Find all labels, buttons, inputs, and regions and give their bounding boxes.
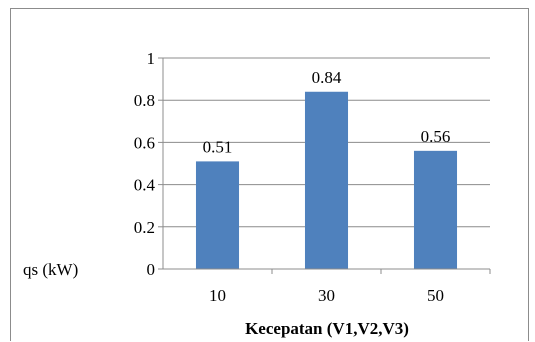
x-tick-label: 30 [318, 286, 335, 305]
y-tick-label: 1 [147, 49, 156, 68]
bar-50 [413, 150, 458, 269]
x-tick-label: 50 [427, 286, 444, 305]
data-label: 0.51 [203, 137, 233, 156]
y-tick-label: 0 [147, 260, 156, 279]
data-label: 0.84 [312, 68, 342, 87]
y-axis-title: qs (kW) [23, 260, 78, 279]
x-axis-title: Kecepatan (V1,V2,V3) [245, 319, 409, 338]
y-tick-label: 0.8 [134, 91, 155, 110]
axis-layer [158, 57, 491, 274]
x-tick-label: 10 [209, 286, 226, 305]
y-tick-label: 0.6 [134, 133, 155, 152]
label-layer: 0 0.2 0.4 0.6 0.8 1 10 0.51 30 0.84 50 0.56 [134, 49, 451, 305]
bar-layer [195, 91, 458, 269]
bar-30 [304, 91, 349, 269]
y-tick-label: 0.2 [134, 218, 155, 237]
bar-10 [195, 161, 240, 269]
y-tick-label: 0.4 [134, 176, 156, 195]
data-label: 0.56 [421, 127, 451, 146]
